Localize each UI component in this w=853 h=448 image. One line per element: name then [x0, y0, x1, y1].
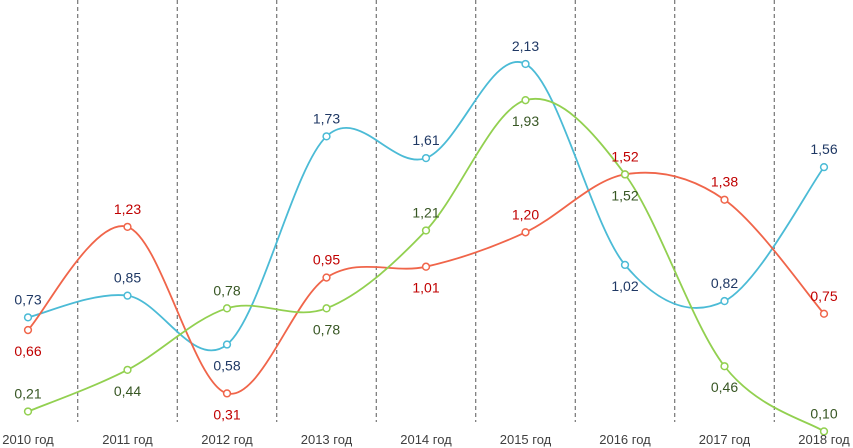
data-point	[421, 262, 431, 271]
data-point	[819, 162, 829, 172]
data-point	[720, 195, 729, 204]
data-label: 1,01	[412, 280, 439, 296]
x-tick-label: 2013 год	[301, 432, 353, 447]
data-point	[123, 365, 132, 375]
data-point	[521, 96, 530, 105]
data-label: 0,75	[810, 288, 837, 304]
data-label: 1,23	[114, 201, 141, 217]
data-label: 0,58	[213, 358, 240, 374]
x-tick-label: 2017 год	[699, 432, 751, 447]
data-point	[819, 427, 829, 436]
data-label: 1,52	[611, 187, 638, 203]
data-point	[123, 222, 132, 232]
series-line-2	[27, 171, 825, 395]
data-point	[521, 59, 530, 69]
data-label: 0,44	[114, 383, 141, 399]
data-label: 1,61	[412, 132, 439, 148]
x-tick-label: 2015 год	[500, 432, 552, 447]
data-point	[222, 304, 232, 313]
data-point	[819, 309, 829, 318]
data-label: 0,85	[114, 270, 141, 286]
data-point	[222, 389, 232, 398]
data-label: 1,20	[512, 206, 539, 222]
data-label: 1,93	[512, 113, 539, 129]
series-lines	[27, 60, 825, 433]
data-label: 0,78	[213, 282, 240, 298]
grid-lines	[77, 0, 775, 422]
data-point	[620, 260, 630, 270]
x-tick-label: 2010 год	[2, 432, 54, 447]
data-labels: 0,73 0,85 0,58 1,73 1,61 2,13 1,02 0,82 1,56 0,66…	[14, 38, 837, 422]
data-point	[123, 291, 132, 300]
data-point	[23, 407, 33, 416]
data-label: 0,95	[313, 252, 340, 268]
data-point	[322, 304, 331, 313]
x-tick-label: 2011 год	[102, 432, 153, 447]
data-point	[222, 340, 232, 349]
data-point	[23, 313, 33, 322]
data-point	[720, 296, 729, 306]
x-tick-label: 2012 год	[201, 432, 253, 447]
x-tick-label: 2018 год	[798, 432, 850, 447]
data-points	[23, 59, 829, 436]
data-label: 0,21	[14, 385, 41, 401]
data-point	[521, 228, 530, 237]
data-label: 0,46	[711, 379, 738, 395]
data-label: 0,78	[313, 321, 340, 337]
data-label: 0,82	[711, 275, 738, 291]
data-label: 0,31	[213, 406, 240, 422]
x-tick-label: 2016 год	[599, 432, 651, 447]
data-point	[421, 226, 431, 235]
data-point	[421, 153, 431, 163]
data-label: 1,38	[711, 174, 738, 190]
data-label: 1,52	[611, 148, 638, 164]
data-label: 1,56	[810, 141, 837, 157]
data-label: 1,02	[611, 278, 638, 294]
data-point	[322, 132, 331, 141]
data-label: 0,66	[14, 343, 41, 359]
data-label: 2,13	[512, 38, 539, 54]
data-point	[620, 170, 630, 179]
data-label: 1,21	[412, 204, 439, 220]
data-label: 0,73	[14, 291, 41, 307]
data-point	[322, 273, 331, 282]
x-tick-label: 2014 год	[400, 432, 452, 447]
x-axis-ticks: 2010 год 2011 год 2012 год 2013 год 2014 год…	[2, 432, 850, 447]
data-label: 0,10	[810, 405, 837, 421]
data-label: 1,73	[313, 110, 340, 126]
data-point	[720, 362, 729, 371]
series-line-3	[27, 97, 825, 433]
data-point	[23, 325, 33, 335]
